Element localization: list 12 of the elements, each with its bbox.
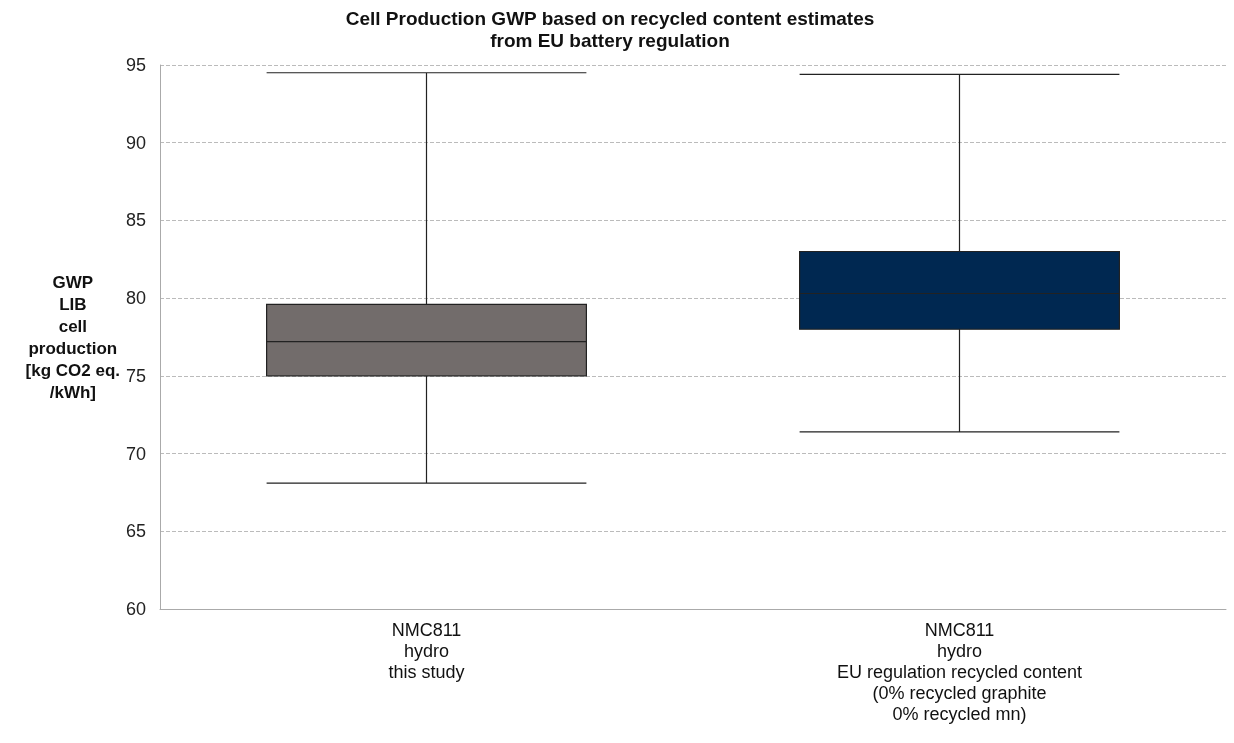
y-axis-title: GWP LIB cell production [kg CO2 eq. /kWh] xyxy=(25,272,121,402)
chart-title: Cell Production GWP based on recycled content estimates from EU battery regulation xyxy=(345,7,875,51)
y-tick-label: 70 xyxy=(125,443,146,464)
x-tick-label: NMC811 hydro EU regulation recycled content (0% recycled graphite 0% recycled mn) xyxy=(836,619,1083,724)
y-tick-label: 80 xyxy=(125,288,146,309)
y-tick-label: 75 xyxy=(125,365,146,386)
y-tick-label: 95 xyxy=(125,55,146,75)
x-tick-label: NMC811 hydro this study xyxy=(388,619,465,682)
y-tick-label: 60 xyxy=(125,599,146,619)
y-tick-label: 85 xyxy=(125,210,146,231)
y-tick-label: 90 xyxy=(125,132,146,153)
y-tick-label: 65 xyxy=(125,521,146,542)
